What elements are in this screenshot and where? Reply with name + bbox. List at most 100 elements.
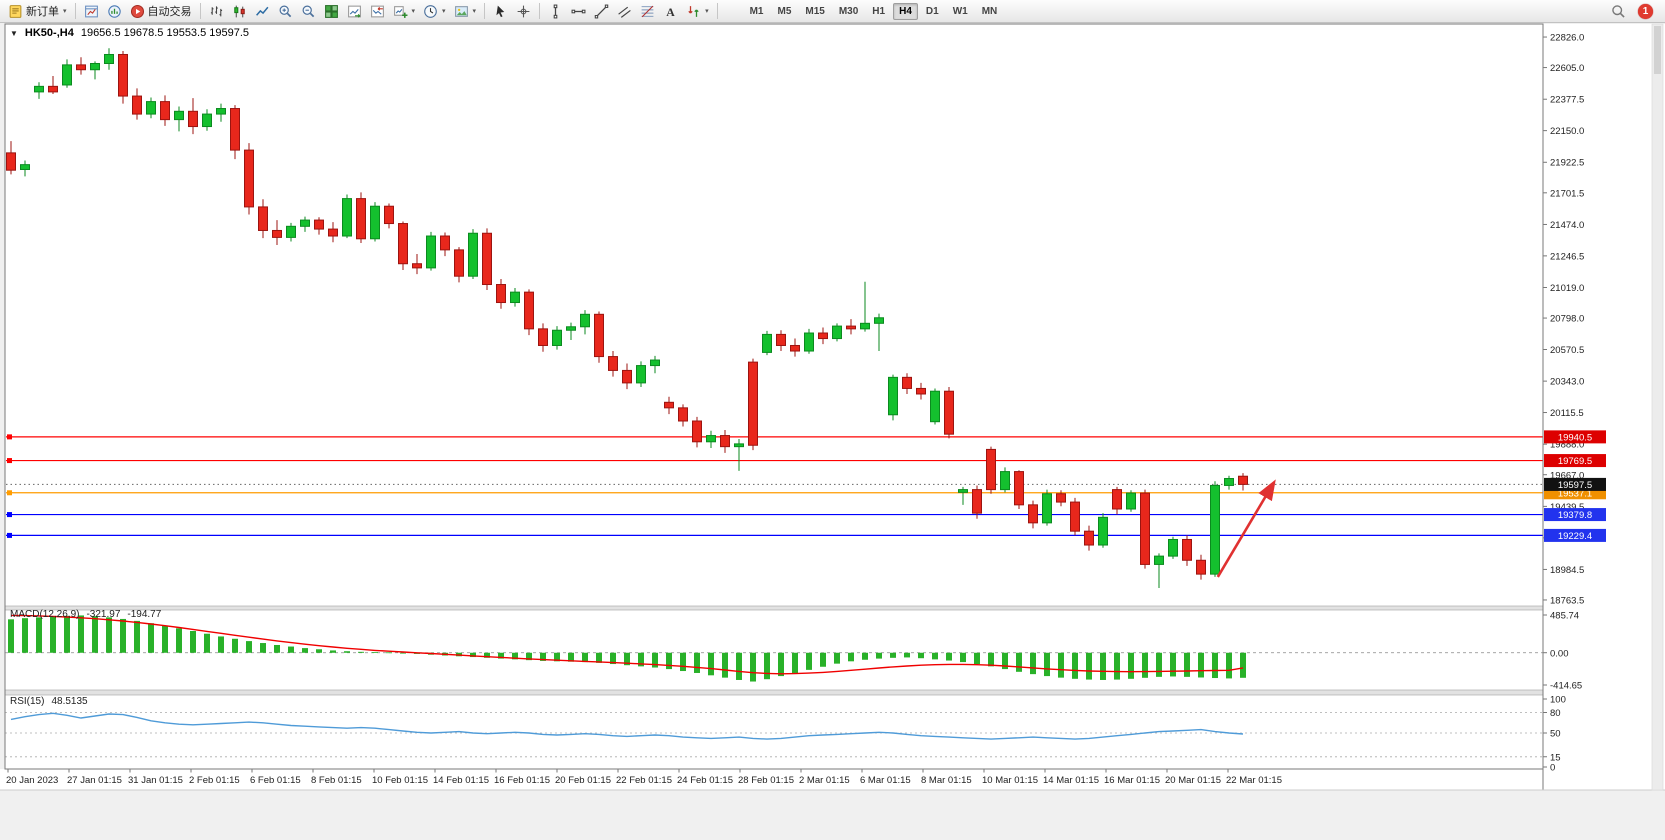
timeframe-m1-button[interactable]: M1 [749,5,764,17]
timeframe-m5-button[interactable]: M5 [777,5,792,17]
zoom-in-button[interactable] [274,0,297,23]
macd-indicator-label: MACD(12,26,9) -321.97 -194.77 [10,609,161,620]
candle [146,101,156,115]
timeframe-m30-button[interactable]: M30 [838,5,859,17]
toolbar-separator [539,3,541,19]
candle [1140,492,1150,565]
svg-text:100: 100 [1550,695,1566,706]
candle [1098,516,1108,546]
new-order-button[interactable]: 新订单 ▾ [4,0,71,23]
svg-text:22826.0: 22826.0 [1550,33,1584,44]
horizontal-level-lines[interactable] [6,434,1543,538]
svg-text:20343.0: 20343.0 [1550,377,1584,388]
arrows-button[interactable]: ▾ [682,0,713,23]
zoom-out-button[interactable] [297,0,320,23]
candle [1014,471,1024,506]
candlestick-chart-button[interactable] [228,0,251,23]
svg-text:22377.5: 22377.5 [1550,95,1584,106]
candle [748,361,758,446]
macd-bar [148,623,154,653]
clock-icon [423,4,438,19]
macd-bar [1142,652,1148,678]
trend-arrow[interactable] [1216,479,1276,578]
linechart-icon [255,4,270,19]
macd-bar [78,615,84,653]
templates-button[interactable]: ▾ [450,0,481,23]
macd-bar [778,652,784,677]
timeframe-h1-button[interactable]: H1 [872,5,886,17]
horizontal-line-button[interactable] [567,0,590,23]
macd-bar [204,633,210,653]
candle [202,113,212,128]
candle [552,329,562,346]
pane-splitter[interactable] [4,689,1544,696]
svg-text:31 Jan 01:15: 31 Jan 01:15 [128,775,183,786]
crosshair-button[interactable] [512,0,535,23]
macd-bar [64,615,70,653]
macd-name: MACD(12,26,9) [10,609,80,620]
text-label-button[interactable]: A [659,0,682,23]
macd-bar [1100,652,1106,680]
vertical-scrollbar[interactable] [1651,23,1664,791]
pane-splitter[interactable] [4,605,1544,611]
macd-bar [232,638,238,653]
macd-signal-value: -194.77 [127,609,162,620]
candle [818,332,828,340]
trendline-button[interactable] [590,0,613,23]
svg-text:19229.4: 19229.4 [1558,531,1592,542]
candle [20,164,30,170]
channel-button[interactable] [613,0,636,23]
crosshair-icon [516,4,531,19]
search-button[interactable] [1607,0,1630,23]
cursor-button[interactable] [489,0,512,23]
candle [636,365,646,384]
candle [174,110,184,121]
timeframe-w1-button[interactable]: W1 [952,5,968,17]
notification-badge[interactable]: 1 [1638,3,1653,19]
candle [314,219,324,230]
timeframe-h4-button[interactable]: H4 [893,2,918,20]
auto-scroll-button[interactable] [343,0,366,23]
macd-bar [498,652,504,659]
tline-icon [594,4,609,19]
macd-bar [218,636,224,653]
svg-text:19597.5: 19597.5 [1558,480,1592,491]
collapse-chart-icon[interactable]: ▼ [10,28,18,38]
candle [104,53,114,64]
chevron-down-icon: ▾ [442,8,446,15]
autotrading-button[interactable]: 自动交易 [126,0,196,23]
timeframe-mn-button[interactable]: MN [981,5,998,17]
chart-shift-button[interactable] [366,0,389,23]
macd-bar [50,616,56,653]
fibonacci-button[interactable] [636,0,659,23]
macd-bar [8,619,14,653]
bar-chart-button[interactable] [205,0,228,23]
channel-icon [617,4,632,19]
macd-signal-line [10,614,1244,675]
scrollbar-thumb[interactable] [1654,26,1661,74]
periods-button[interactable]: ▾ [419,0,450,23]
level-line-handle [7,458,12,464]
macd-bar [708,652,714,676]
level-line-handle [7,512,12,518]
chart-title-line: ▼ HK50-,H4 19656.5 19678.5 19553.5 19597… [10,27,249,39]
timeframe-m15-button[interactable]: M15 [805,5,825,17]
svg-text:80: 80 [1550,708,1561,719]
timeframe-d1-button[interactable]: D1 [925,5,939,17]
candle [580,313,590,328]
tile-windows-button[interactable] [320,0,343,23]
market-watch-button[interactable] [103,0,126,23]
svg-text:50: 50 [1550,729,1561,740]
chart-window-button[interactable] [80,0,103,23]
svg-text:22150.0: 22150.0 [1550,126,1584,137]
level-price-badge [1544,430,1606,444]
macd-bar [470,652,476,658]
svg-text:19769.5: 19769.5 [1558,456,1592,467]
indicators-button[interactable]: ▾ [389,0,420,23]
macd-bar [330,650,336,653]
rsi-indicator-label: RSI(15) 48.5135 [10,696,88,707]
macd-main-value: -321.97 [86,609,121,620]
vertical-line-button[interactable] [544,0,567,23]
line-chart-button[interactable] [251,0,274,23]
